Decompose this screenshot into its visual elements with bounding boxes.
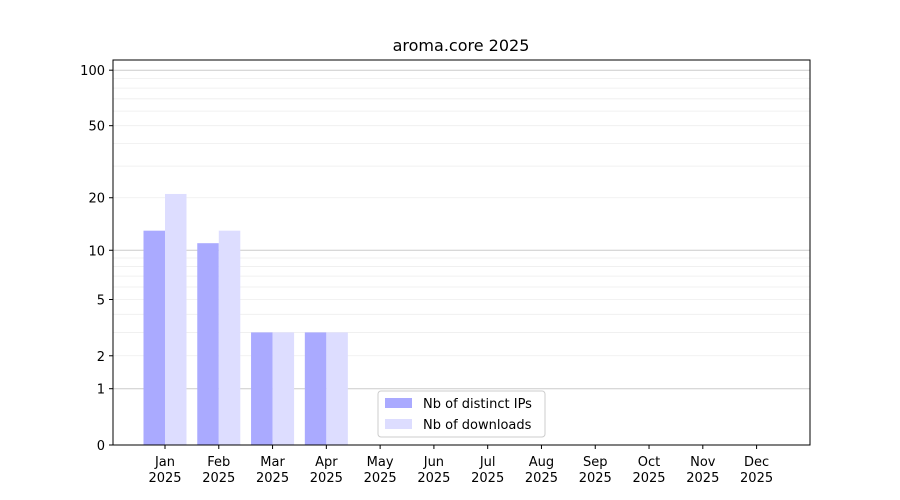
y-tick-label: 5 xyxy=(97,293,105,308)
x-tick-label: Sep 2025 xyxy=(579,455,612,486)
bar xyxy=(165,193,187,445)
x-tick-label: Jul 2025 xyxy=(471,455,504,486)
x-tick-label: Mar 2025 xyxy=(256,455,289,486)
x-tick-label: Feb 2025 xyxy=(202,455,235,486)
y-tick-label: 2 xyxy=(97,350,105,365)
legend-swatch xyxy=(385,398,412,408)
y-tick-label: 0 xyxy=(97,439,105,454)
legend-frame xyxy=(377,390,546,438)
x-tick-label: Oct 2025 xyxy=(632,455,665,486)
plot-frame xyxy=(112,59,811,446)
x-tick-label: Nov 2025 xyxy=(686,455,719,486)
legend: Nb of distinct IPs Nb of downloads xyxy=(377,390,546,438)
x-tick-label: May 2025 xyxy=(364,455,397,486)
bar xyxy=(272,332,295,445)
bar xyxy=(304,332,327,445)
x-tick-label: Apr 2025 xyxy=(310,455,343,486)
bar xyxy=(197,243,219,445)
bar xyxy=(143,230,165,445)
x-tick-label: Aug 2025 xyxy=(525,455,558,486)
y-tick-label: 1 xyxy=(97,383,105,398)
bar xyxy=(326,332,348,445)
y-tick-label: 10 xyxy=(88,244,105,259)
y-tick-label: 100 xyxy=(80,64,105,79)
x-tick-label: Jun 2025 xyxy=(417,455,450,486)
chart-title: aroma.core 2025 xyxy=(393,36,530,55)
legend-swatch xyxy=(385,419,412,429)
bar xyxy=(218,230,241,445)
y-tick-label: 50 xyxy=(88,120,105,135)
legend-label: Nb of distinct IPs xyxy=(423,397,532,412)
x-tick-label: Dec 2025 xyxy=(740,455,773,486)
y-tick-label: 20 xyxy=(88,192,105,207)
legend-label: Nb of downloads xyxy=(423,418,532,433)
x-tick-label: Jan 2025 xyxy=(148,455,181,486)
bar xyxy=(251,332,273,445)
